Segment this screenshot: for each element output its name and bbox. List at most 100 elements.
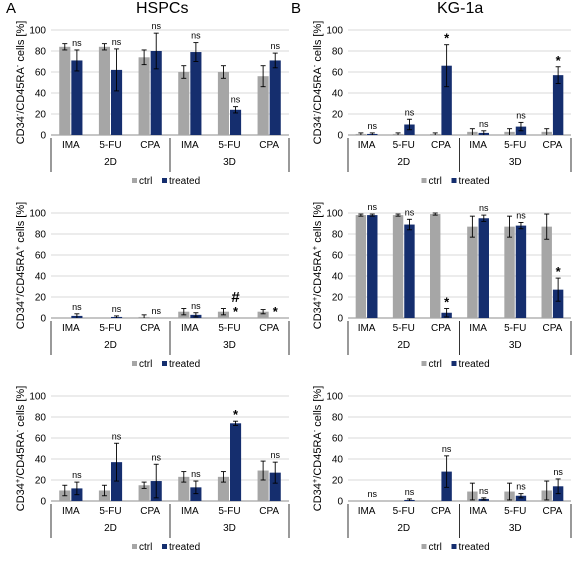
y-tick-label: 40 bbox=[35, 272, 47, 283]
significance-label: ns bbox=[112, 431, 122, 441]
bar-ctrl bbox=[59, 46, 71, 135]
legend-label-treated: treated bbox=[459, 176, 490, 187]
y-tick-label: 20 bbox=[332, 110, 344, 121]
bar-ctrl bbox=[355, 215, 367, 318]
legend-label-ctrl: ctrl bbox=[139, 359, 152, 370]
bar-treated bbox=[230, 109, 242, 135]
category-label: CPA bbox=[431, 506, 451, 517]
bar-treated bbox=[515, 495, 527, 501]
legend-label-ctrl: ctrl bbox=[429, 542, 442, 553]
bar-ctrl bbox=[467, 226, 478, 318]
category-label: CPA bbox=[543, 140, 563, 151]
y-tick-label: 40 bbox=[332, 272, 344, 283]
legend-swatch-ctrl bbox=[421, 361, 427, 366]
legend-label-treated: treated bbox=[459, 542, 490, 553]
y-tick-label: 100 bbox=[29, 26, 46, 37]
category-label: 5-FU bbox=[218, 506, 240, 517]
significance-label: ns bbox=[191, 469, 201, 479]
y-tick-label: 60 bbox=[332, 434, 344, 445]
legend-label-treated: treated bbox=[459, 359, 490, 370]
significance-label: ns bbox=[479, 203, 489, 213]
category-label: 5-FU bbox=[393, 323, 415, 334]
bar-ctrl bbox=[504, 226, 515, 318]
significance-label: ns bbox=[151, 306, 161, 316]
bar-ctrl bbox=[98, 46, 110, 135]
category-label: IMA bbox=[62, 506, 80, 517]
bar-ctrl bbox=[257, 76, 269, 135]
significance-label: ns bbox=[479, 119, 489, 129]
y-tick-label: 40 bbox=[35, 455, 47, 466]
y-tick-label: 20 bbox=[35, 476, 47, 487]
category-label: 5-FU bbox=[99, 323, 121, 334]
significance-label: ns bbox=[516, 482, 526, 492]
y-tick-label: 80 bbox=[35, 413, 47, 424]
group-label: 3D bbox=[223, 523, 236, 534]
significance-label: ns bbox=[270, 450, 280, 460]
category-label: IMA bbox=[469, 506, 487, 517]
y-tick-label: 40 bbox=[332, 455, 344, 466]
bar-treated bbox=[367, 215, 378, 318]
significance-label: ns bbox=[516, 110, 526, 120]
significance-label: ns bbox=[112, 304, 122, 314]
panel-letter-a: A bbox=[6, 0, 17, 17]
significance-label: ns bbox=[151, 452, 161, 462]
y-tick-label: 20 bbox=[332, 293, 344, 304]
y-tick-label: 0 bbox=[40, 131, 46, 142]
y-tick-label: 0 bbox=[40, 497, 46, 508]
bar-ctrl bbox=[217, 72, 229, 135]
significance-label: ns bbox=[479, 486, 489, 496]
legend-swatch-treated bbox=[162, 544, 167, 549]
group-label: 3D bbox=[223, 157, 236, 168]
category-label: CPA bbox=[543, 323, 563, 334]
bar-treated bbox=[404, 224, 415, 318]
category-label: 5-FU bbox=[99, 506, 121, 517]
bar-ctrl bbox=[257, 470, 269, 501]
significance-label: ns bbox=[405, 107, 415, 117]
category-label: 5-FU bbox=[218, 323, 240, 334]
y-axis-label: CD34+/CD45RA- cells [%] bbox=[310, 386, 325, 512]
significance-label: ns bbox=[231, 95, 241, 105]
bar-ctrl bbox=[430, 214, 441, 318]
y-tick-label: 0 bbox=[337, 131, 343, 142]
bar-treated bbox=[269, 60, 281, 136]
category-label: CPA bbox=[431, 140, 451, 151]
category-label: IMA bbox=[62, 140, 80, 151]
legend-swatch-ctrl bbox=[132, 361, 137, 366]
category-label: CPA bbox=[140, 506, 160, 517]
significance-label: ns bbox=[191, 31, 201, 41]
category-label: IMA bbox=[358, 140, 376, 151]
legend-swatch-treated bbox=[451, 544, 457, 549]
significance-label: ns bbox=[405, 207, 415, 217]
y-tick-label: 100 bbox=[29, 209, 46, 220]
category-label: IMA bbox=[358, 323, 376, 334]
bar-treated bbox=[515, 225, 527, 318]
group-label: 3D bbox=[509, 340, 522, 351]
category-label: 5-FU bbox=[99, 140, 121, 151]
significance-label: ns bbox=[516, 210, 526, 220]
y-tick-label: 0 bbox=[40, 314, 46, 325]
category-label: IMA bbox=[469, 140, 487, 151]
y-tick-label: 40 bbox=[332, 89, 344, 100]
category-label: IMA bbox=[181, 323, 199, 334]
significance-label: ns bbox=[368, 202, 378, 212]
y-tick-label: 100 bbox=[326, 392, 343, 403]
panel-title-a: HSPCs bbox=[136, 0, 189, 17]
category-label: CPA bbox=[259, 506, 279, 517]
category-label: IMA bbox=[469, 323, 487, 334]
significance-star: * bbox=[233, 407, 239, 422]
bar-treated bbox=[478, 218, 489, 318]
bar-treated bbox=[552, 289, 564, 318]
bar-ctrl bbox=[138, 57, 150, 135]
category-label: 5-FU bbox=[393, 506, 415, 517]
y-tick-label: 80 bbox=[35, 230, 47, 241]
legend-swatch-ctrl bbox=[132, 178, 137, 183]
significance-hash: # bbox=[231, 289, 240, 306]
significance-star: * bbox=[444, 31, 450, 46]
group-label: 2D bbox=[104, 157, 117, 168]
y-tick-label: 20 bbox=[35, 293, 47, 304]
y-axis-label: CD34+/CD45RA- cells [%] bbox=[13, 386, 28, 512]
